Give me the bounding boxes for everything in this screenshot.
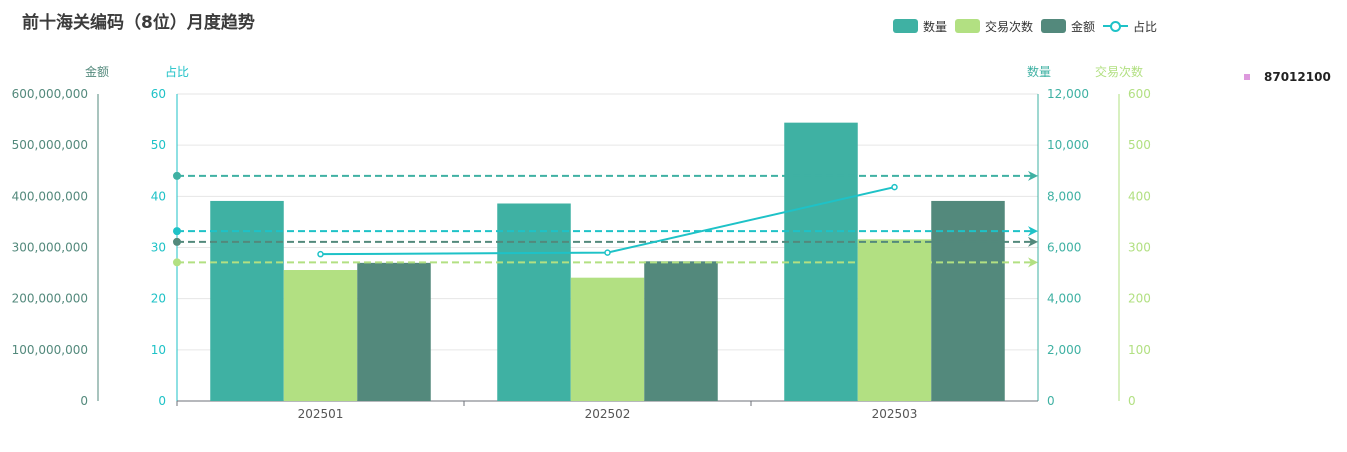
line-point-0-1 <box>604 249 611 256</box>
side-legend-marker <box>1244 74 1250 80</box>
legend-marker-0 <box>893 19 918 33</box>
chart-title: 前十海关编码（8位）月度趋势 <box>22 13 255 33</box>
bar-1-0 <box>283 270 358 401</box>
average-start-marker-2 <box>173 237 181 246</box>
axis-title-1: 占比 <box>165 64 189 79</box>
average-arrow-2 <box>1028 236 1038 247</box>
axis-tick-label-1-6: 60 <box>151 87 166 101</box>
axis-tick-label-3-6: 600 <box>1128 87 1151 101</box>
legend-item-0[interactable]: 数量 <box>893 18 947 35</box>
axis-tick-label-3-4: 400 <box>1128 189 1151 203</box>
axis-tick-label-0-0: 0 <box>80 394 88 408</box>
legend-label-0: 数量 <box>923 19 948 34</box>
side-legend-label: 87012100 <box>1264 70 1331 84</box>
side-legend-item[interactable]: 87012100 <box>1244 70 1331 84</box>
average-start-marker-1 <box>173 227 181 236</box>
axis-tick-label-1-5: 50 <box>151 138 166 152</box>
bar-1-2 <box>857 239 932 401</box>
axis-tick-label-2-6: 12,000 <box>1047 87 1089 101</box>
axis-tick-label-2-1: 2,000 <box>1047 343 1081 357</box>
legend-item-2[interactable]: 金额 <box>1041 18 1095 35</box>
average-arrow-0 <box>1028 170 1038 181</box>
axis-tick-label-1-2: 20 <box>151 292 166 306</box>
legend-marker-3 <box>1103 19 1129 33</box>
axis-tick-label-2-2: 4,000 <box>1047 292 1081 306</box>
axis-title-3: 交易次数 <box>1095 64 1143 79</box>
average-start-marker-3 <box>173 258 181 267</box>
legend-marker-1 <box>955 19 981 33</box>
legend-item-1[interactable]: 交易次数 <box>955 18 1033 35</box>
legend-label-1: 交易次数 <box>985 19 1034 34</box>
axis-tick-label-0-3: 300,000,000 <box>12 241 88 255</box>
axis-tick-label-1-3: 30 <box>151 241 166 255</box>
bar-0-0 <box>210 200 284 401</box>
bar-0-1 <box>497 203 571 401</box>
axis-title-2: 数量 <box>1027 64 1051 79</box>
axis-tick-label-0-5: 500,000,000 <box>12 138 88 152</box>
line-point-0-2 <box>891 183 898 191</box>
axis-tick-label-3-5: 500 <box>1128 138 1151 152</box>
bar-1-1 <box>570 277 645 401</box>
axis-tick-label-3-1: 100 <box>1128 343 1151 357</box>
axis-tick-label-0-1: 100,000,000 <box>12 343 88 357</box>
legend-label-2: 金额 <box>1071 19 1096 34</box>
average-start-marker-0 <box>173 171 181 180</box>
x-tick-label-1: 202502 <box>585 407 631 421</box>
axis-title-0: 金额 <box>85 64 109 79</box>
bar-2-1 <box>644 261 718 401</box>
legend-marker-2 <box>1041 19 1067 33</box>
chart-legend: 数量 交易次数 金额 占比 <box>893 17 1165 35</box>
axis-tick-label-1-4: 40 <box>151 189 166 203</box>
axis-tick-label-2-0: 0 <box>1047 394 1055 408</box>
bar-2-0 <box>357 262 431 401</box>
x-tick-label-2: 202503 <box>872 407 918 421</box>
average-arrow-3 <box>1028 257 1038 268</box>
axis-tick-label-2-3: 6,000 <box>1047 241 1081 255</box>
axis-tick-label-0-2: 200,000,000 <box>12 292 88 306</box>
legend-item-3[interactable]: 占比 <box>1103 18 1157 35</box>
axis-tick-label-2-5: 10,000 <box>1047 138 1089 152</box>
x-tick-label-0: 202501 <box>298 407 344 421</box>
axis-tick-label-0-4: 400,000,000 <box>12 189 88 203</box>
axis-tick-label-3-0: 0 <box>1128 394 1136 408</box>
axis-tick-label-0-6: 600,000,000 <box>12 87 88 101</box>
legend-label-3: 占比 <box>1133 19 1158 34</box>
axis-tick-label-1-0: 0 <box>158 394 166 408</box>
line-point-0-0 <box>317 250 324 258</box>
axis-tick-label-3-3: 300 <box>1128 241 1151 255</box>
axis-tick-label-2-4: 8,000 <box>1047 189 1081 203</box>
axis-tick-label-1-1: 10 <box>151 343 166 357</box>
bar-2-2 <box>931 200 1005 401</box>
average-arrow-1 <box>1028 226 1038 237</box>
axis-tick-label-3-2: 200 <box>1128 292 1151 306</box>
